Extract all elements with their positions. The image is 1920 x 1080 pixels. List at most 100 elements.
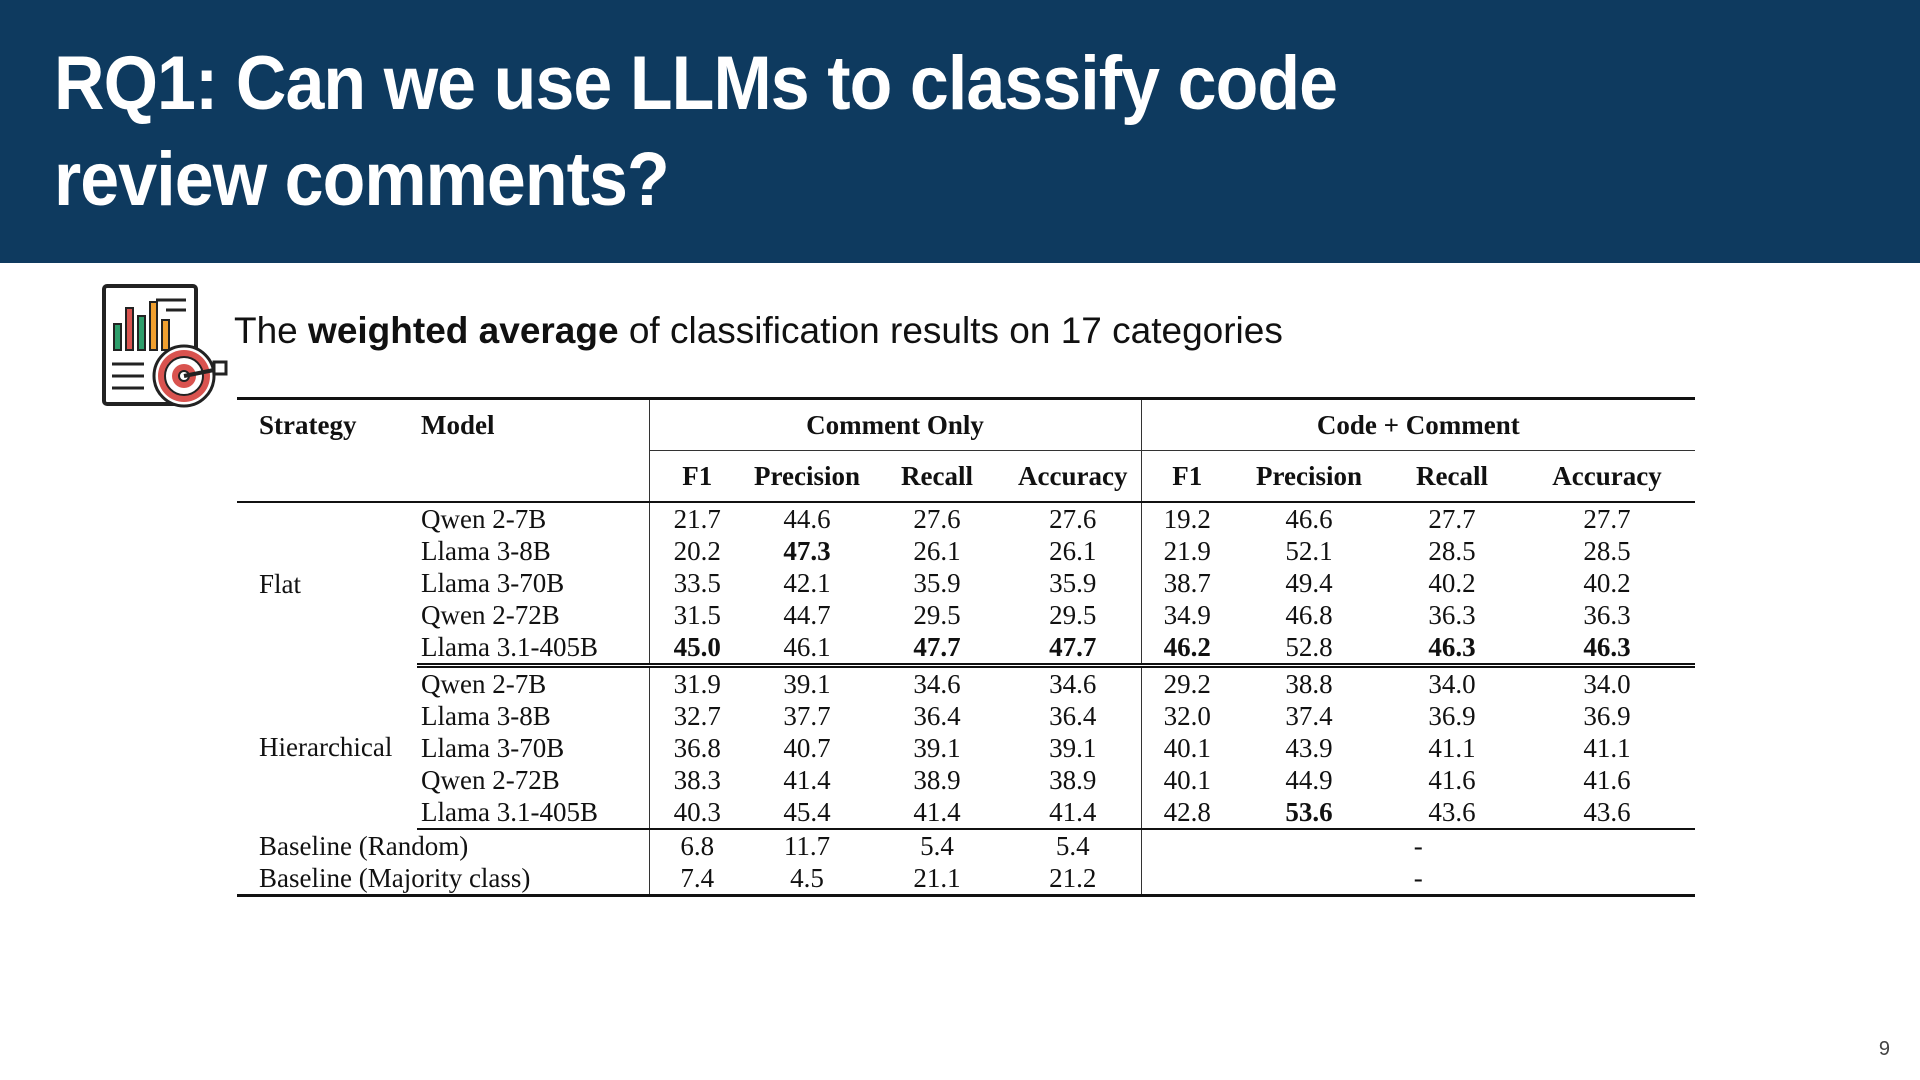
code-comment-f1-cell: 46.2 [1141,631,1233,668]
comment-only-recall-cell: 39.1 [913,733,961,763]
subtitle-prefix: The [234,310,309,351]
code-comment-accuracy-cell: 36.9 [1583,701,1631,731]
subtitle-suffix: of classification results on 17 categori… [618,310,1283,351]
code-comment-precision-cell: 52.1 [1285,536,1333,566]
code-comment-recall-cell: 27.7 [1428,504,1476,534]
comment-only-accuracy-cell: 39.1 [1005,732,1142,764]
code-comment-accuracy-cell: 28.5 [1583,536,1631,566]
code-comment-recall-cell: 36.3 [1428,600,1476,630]
comment-only-f1-cell: 31.9 [673,669,721,699]
code-comment-f1-cell: 40.1 [1163,733,1211,763]
comment-only-accuracy-cell: 36.4 [1005,700,1142,732]
page-number: 9 [1878,1038,1890,1060]
baseline-row: Baseline (Random) 6.8 11.7 5.4 5.4 - [237,829,1695,862]
code-comment-f1-cell: 32.0 [1163,701,1211,731]
comment-only-recall-cell: 36.4 [913,701,961,731]
code-comment-accuracy-cell: 43.6 [1519,796,1696,830]
code-comment-recall-cell: 36.9 [1428,701,1476,731]
code-comment-accuracy-cell: 40.2 [1583,568,1631,598]
code-comment-accuracy-cell: 41.1 [1583,733,1631,763]
table-row: Hierarchical Qwen 2-7B 31.9 39.1 34.6 34.6 29.… [237,665,1695,762]
code-comment-f1-cell: 34.9 [1163,600,1211,630]
comment-only-precision-cell: 47.3 [783,536,831,566]
model-name: Qwen 2-72B [417,764,650,796]
table-row: Llama 3.1-405B 40.3 45.4 41.4 41.4 42.8 53.6 43… [237,796,1696,830]
comment-only-f1-cell: 20.2 [673,536,721,566]
code-comment-precision-cell: 46.6 [1285,504,1333,534]
comment-only-f1-cell: 31.5 [673,600,721,630]
strategy-label: Hierarchical [259,732,393,763]
model-name: Llama 3.1-405B [417,796,650,830]
comment-only-accuracy-cell: 47.7 [1005,631,1142,668]
comment-only-f1-cell: 45.0 [649,631,745,668]
code-comment-precision-cell: 44.9 [1285,765,1333,795]
results-table: Strategy Model Comment Only Code + Comme… [237,397,1696,897]
code-comment-recall-cell: 28.5 [1428,536,1476,566]
baseline-comment-only-precision-cell: 11.7 [783,831,831,861]
comment-only-accuracy-cell: 27.6 [1005,502,1142,535]
baseline-comment-only-accuracy-cell: 5.4 [1005,829,1142,862]
header-co-accuracy: Accuracy [1005,450,1142,503]
header-code-comment: Code + Comment [1141,397,1696,451]
flat-group: Flat Qwen 2-7B 21.7 44.6 27.6 27.6 19.2 46.6 27.… [237,502,1696,668]
comment-only-f1-cell: 36.8 [673,733,721,763]
baseline-comment-only-accuracy-cell: 21.2 [1005,862,1142,897]
header-cc-accuracy: Accuracy [1519,450,1696,503]
comment-only-accuracy-cell: 29.5 [1005,599,1142,631]
model-name: Qwen 2-7B [417,665,650,700]
code-comment-precision-cell: 46.8 [1285,600,1333,630]
baseline-comment-only-f1-cell: 6.8 [680,831,715,861]
comment-only-accuracy-cell: 34.6 [1005,665,1142,700]
code-comment-accuracy-cell: 34.0 [1583,669,1631,699]
comment-only-recall-cell: 38.9 [913,765,961,795]
comment-only-precision-cell: 44.7 [783,600,831,630]
table-row: Llama 3-70B 36.8 40.7 39.1 39.1 40.1 43.9 41.1 4… [237,732,1695,764]
code-comment-precision-cell: 37.4 [1285,701,1333,731]
baseline-label: Baseline (Majority class) [237,862,650,897]
header-co-recall: Recall [869,450,1005,503]
slide-title: RQ1: Can we use LLMs to classify code re… [54,41,1338,222]
comment-only-f1-cell: 33.5 [673,568,721,598]
code-comment-accuracy-cell: 46.3 [1519,631,1696,668]
code-comment-f1-cell: 21.9 [1163,536,1211,566]
comment-only-precision-cell: 42.1 [783,568,831,598]
baseline-comment-only-f1-cell: 7.4 [649,862,745,897]
baseline-row: Baseline (Majority class) 7.4 4.5 21.1 21.2- [237,862,1696,897]
comment-only-accuracy-cell: 38.9 [1005,764,1142,796]
code-comment-precision-cell: 52.8 [1233,631,1385,668]
table-row: Qwen 2-72B 31.5 44.7 29.5 29.5 34.9 46.8 36.3 36… [237,599,1695,631]
table-row: Llama 3.1-405B 45.0 46.1 47.7 47.7 46.2 52.8 46… [237,631,1696,668]
code-comment-recall-cell: 43.6 [1385,796,1519,830]
code-comment-f1-cell: 29.2 [1163,669,1211,699]
comment-only-recall-cell: 34.6 [913,669,961,699]
baseline-comment-only-recall-cell: 21.1 [869,862,1005,897]
header-co-f1: F1 [649,450,745,503]
header-model: Model [417,397,650,451]
comment-only-accuracy-cell: 41.4 [1005,796,1142,830]
header-cc-precision: Precision [1233,450,1385,503]
comment-only-recall-cell: 26.1 [913,536,961,566]
comment-only-accuracy-cell: 35.9 [1005,567,1142,599]
report-target-icon [100,282,232,414]
header-cc-recall: Recall [1385,450,1519,503]
table-row: Flat Qwen 2-7B 21.7 44.6 27.6 27.6 19.2 46.6 27.… [237,502,1695,599]
comment-only-precision-cell: 40.7 [783,733,831,763]
comment-only-recall-cell: 29.5 [913,600,961,630]
code-comment-precision-cell: 49.4 [1285,568,1333,598]
comment-only-precision-cell: 44.6 [783,504,831,534]
model-name: Llama 3-70B [417,567,650,599]
table-row: Llama 3-8B 20.2 47.3 26.1 26.1 21.9 52.1 28.5 28… [237,535,1695,567]
code-comment-recall-cell: 46.3 [1385,631,1519,668]
code-comment-recall-cell: 40.2 [1428,568,1476,598]
code-comment-f1-cell: 38.7 [1163,568,1211,598]
header-co-precision: Precision [745,450,869,503]
strategy-label: Flat [259,569,302,600]
comment-only-f1-cell: 21.7 [673,504,721,534]
baseline-group: Baseline (Random) 6.8 11.7 5.4 5.4- Baseline … [237,829,1696,897]
code-comment-recall-cell: 41.6 [1428,765,1476,795]
results-table-wrapper: Strategy Model Comment Only Code + Comme… [237,397,1696,949]
header-cc-f1: F1 [1141,450,1233,503]
header-comment-only: Comment Only [649,397,1142,451]
code-comment-accuracy-cell: 41.6 [1583,765,1631,795]
code-comment-accuracy-cell: 27.7 [1583,504,1631,534]
